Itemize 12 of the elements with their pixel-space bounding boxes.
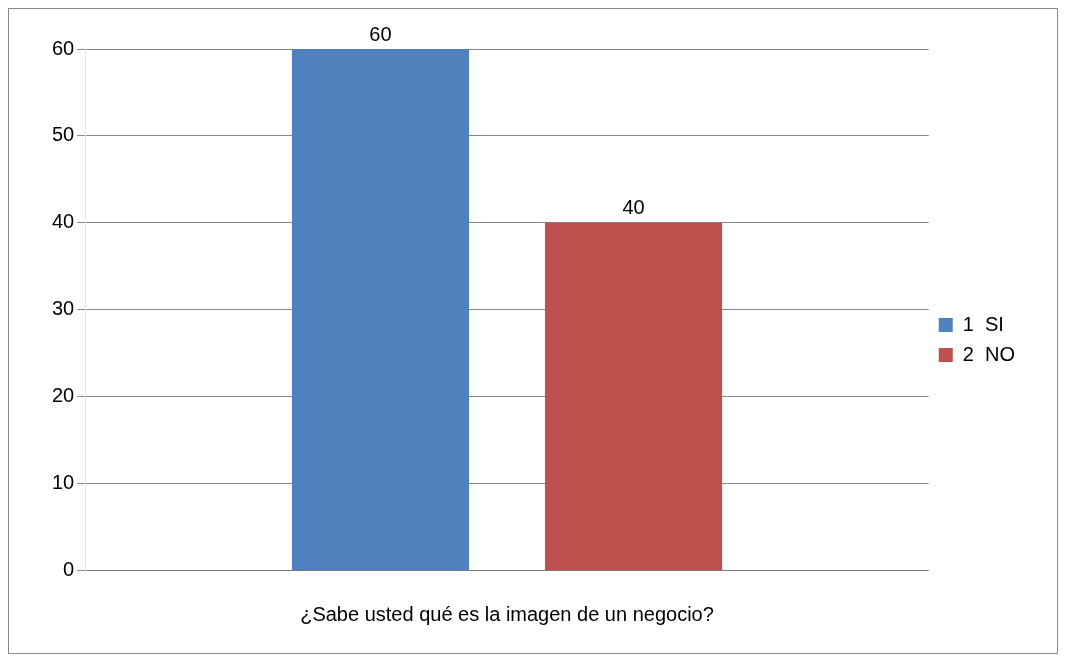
y-tick-label: 20 (52, 384, 75, 407)
x-axis-title: ¿Sabe usted qué es la imagen de un negocio? (300, 602, 714, 625)
legend-label: 2 NO (962, 342, 1016, 365)
y-tick-label: 50 (52, 123, 75, 146)
y-tick-label: 60 (52, 36, 75, 59)
legend-label: 1 SI (962, 312, 1004, 335)
y-tick-label: 30 (52, 297, 75, 320)
data-label: 60 (369, 22, 392, 45)
y-tick-label: 10 (52, 471, 75, 494)
y-tick-label: 40 (52, 210, 75, 233)
y-tick-label: 0 (63, 558, 75, 581)
data-label: 40 (622, 196, 645, 219)
